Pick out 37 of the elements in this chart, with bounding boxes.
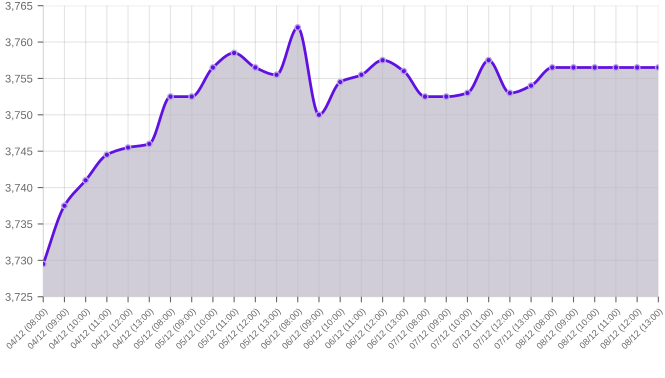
point xyxy=(103,151,110,158)
point xyxy=(358,71,365,78)
y-tick-label: 3,765 xyxy=(5,2,32,12)
y-tick-label: 3,735 xyxy=(5,220,32,230)
point xyxy=(124,144,132,152)
point xyxy=(400,68,408,75)
point xyxy=(294,24,302,31)
point xyxy=(82,176,90,184)
point xyxy=(60,202,68,210)
point xyxy=(379,56,386,64)
point xyxy=(230,49,238,56)
point xyxy=(464,90,471,96)
point xyxy=(506,90,514,96)
point xyxy=(612,64,620,71)
point xyxy=(548,64,556,71)
point xyxy=(634,64,641,71)
point xyxy=(485,56,492,64)
point xyxy=(146,140,153,148)
point xyxy=(188,93,196,100)
point xyxy=(591,64,598,71)
y-tick-label: 3,730 xyxy=(5,256,32,266)
point xyxy=(316,111,322,118)
point xyxy=(336,78,344,86)
point xyxy=(570,64,577,71)
y-tick-label: 3,750 xyxy=(5,111,32,120)
y-tick-label: 3,760 xyxy=(5,38,32,48)
y-tick-label: 3,725 xyxy=(5,292,32,302)
point xyxy=(273,71,280,78)
y-tick-label: 3,745 xyxy=(5,147,32,157)
point xyxy=(528,82,535,90)
point xyxy=(442,93,450,100)
y-tick-label: 3,740 xyxy=(5,184,32,194)
y-tick-label: 3,755 xyxy=(5,74,32,84)
point xyxy=(209,64,216,71)
point xyxy=(167,93,174,100)
point xyxy=(252,64,259,71)
point xyxy=(422,93,428,100)
